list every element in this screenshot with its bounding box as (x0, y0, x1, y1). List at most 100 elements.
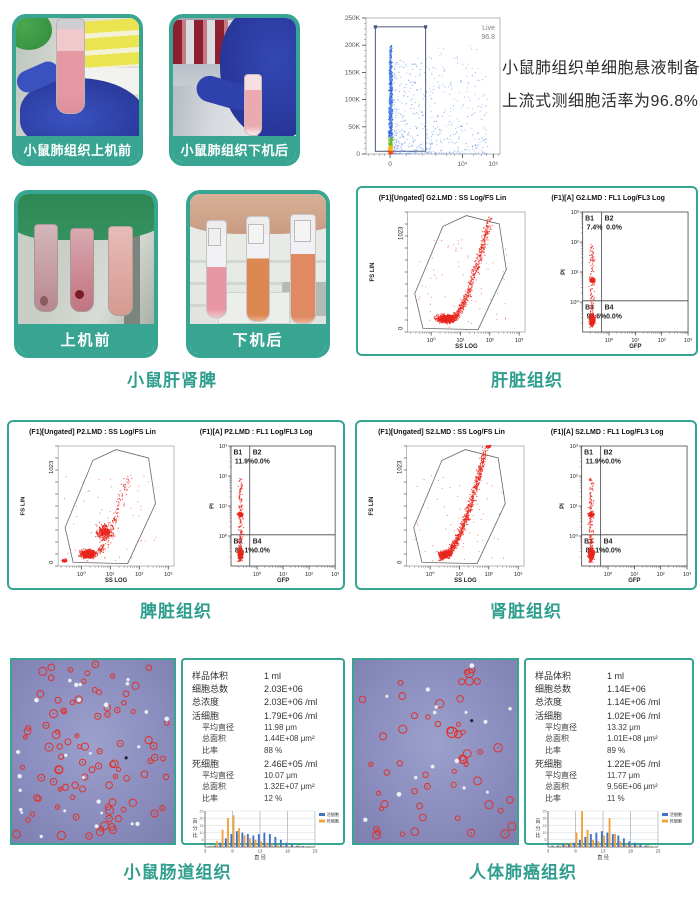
sample-tube (108, 226, 133, 316)
stat-value: 12 % (264, 793, 283, 803)
flow-scatter-svg-liver: FS LIN 1023 0 10⁰ 10¹ 10² 10³ SS LOG PI 10⁰ 10⁰ 10¹… (370, 210, 692, 350)
svg-text:PI: PI (561, 269, 567, 275)
svg-text:FS LIN: FS LIN (370, 263, 376, 282)
svg-text:10³: 10³ (515, 338, 523, 344)
flow-panel-liver: (F1)[Ungated] G2.LMD : SS Log/FS Lin (F1… (356, 186, 698, 356)
svg-text:0.0%: 0.0% (606, 313, 623, 320)
tube-label (248, 224, 264, 244)
svg-text:1023: 1023 (49, 460, 55, 474)
svg-text:B2: B2 (605, 215, 614, 222)
svg-text:10²: 10² (571, 240, 579, 246)
stat-value: 1.32E+07 μm² (264, 782, 315, 792)
stat-row: 活细胞 1.02E+06 /ml (535, 709, 688, 722)
stat-label: 平均直径 (202, 722, 234, 732)
svg-text:FS LIN: FS LIN (21, 497, 27, 516)
stat-value: 1.14E+06 /ml (607, 697, 661, 708)
svg-text:100K: 100K (345, 97, 361, 104)
count-report-lung-cancer: 样品体积 1 ml 细胞总数 1.14E+06 总浓度 1.14E+06 /ml 活细胞 1.… (524, 658, 694, 860)
stat-label: 死细胞 (192, 758, 220, 769)
svg-text:B3: B3 (585, 304, 594, 311)
stat-row: 总面积 1.44E+08 μm² (192, 733, 339, 745)
svg-text:10⁰: 10⁰ (427, 337, 436, 344)
stat-row: 细胞总数 2.03E+06 (192, 682, 339, 695)
svg-text:10²: 10² (486, 338, 494, 344)
photo-label-lung-before: 小鼠肺组织上机前 (16, 136, 139, 162)
svg-text:10¹: 10¹ (456, 338, 464, 344)
sample-tube (34, 224, 58, 312)
svg-text:SS LOG: SS LOG (105, 578, 128, 584)
svg-text:150K: 150K (345, 69, 361, 76)
svg-text:10³: 10³ (571, 210, 579, 216)
sample-tube (70, 228, 94, 312)
stat-label: 样品体积 (535, 671, 572, 681)
photo-lung-before (16, 18, 139, 136)
sample-tube (244, 74, 262, 136)
flow-left-title: (F1)[Ungated] G2.LMD : SS Log/FS Lin (378, 195, 507, 202)
stat-row: 样品体积 1 ml (535, 669, 688, 682)
svg-text:0.0%: 0.0% (606, 224, 623, 231)
photo-card-lung-after: 小鼠肺组织下机后 (169, 14, 300, 166)
caption-liver: 肝脏组织 (491, 371, 563, 390)
stat-row: 死细胞 1.22E+05 /ml (535, 757, 688, 770)
stat-row: 总浓度 1.14E+06 /ml (535, 695, 688, 708)
stat-label: 比率 (202, 745, 218, 755)
stat-row: 平均直径 11.98 μm (192, 722, 339, 734)
stat-value: 1.02E+06 /ml (607, 710, 661, 721)
stat-label: 总面积 (545, 782, 569, 792)
stat-value: 1.14E+06 (607, 684, 646, 695)
svg-text:0: 0 (388, 161, 392, 168)
flow-right-title: (F1)[A] S2.LMD : FL1 Log/FL3 Log (550, 429, 664, 436)
sample-tube (56, 18, 85, 114)
stat-value: 1.44E+08 μm² (264, 734, 315, 744)
micrograph-intestine (10, 658, 176, 845)
stat-row: 比率 11 % (535, 793, 688, 805)
svg-text:10⁵: 10⁵ (488, 161, 498, 168)
stat-row: 平均直径 13.32 μm (535, 722, 688, 734)
stat-label: 活细胞 (535, 710, 563, 721)
stat-label: 样品体积 (192, 671, 229, 681)
tube-label (208, 228, 221, 246)
live-gate-scatter-plot: 0 50K 100K 150K 200K 250K 0 10⁴ 10⁵ Live 96.8 (345, 15, 501, 168)
stat-row: 总面积 1.01E+08 μm² (535, 733, 688, 745)
stat-label: 总面积 (545, 734, 569, 744)
flow-right-title: (F1)[A] P2.LMD : FL1 Log/FL3 Log (199, 429, 313, 436)
svg-text:10²: 10² (135, 572, 143, 578)
micrograph-lung-cancer (352, 658, 519, 845)
photo-card-organs-after: 下机后 (186, 190, 330, 358)
svg-text:B4: B4 (605, 304, 614, 311)
stat-row: 比率 12 % (192, 793, 339, 805)
photo-label-organs-before: 上机前 (18, 324, 154, 354)
stat-value: 11 % (607, 793, 625, 803)
stat-label: 比率 (202, 793, 218, 803)
count-stats-list: 样品体积 1 ml 细胞总数 2.03E+06 总浓度 2.03E+06 /ml 活细胞 1.… (192, 669, 339, 805)
stat-value: 1 ml (264, 671, 282, 681)
stat-label: 比率 (545, 745, 561, 755)
stat-row: 细胞总数 1.14E+06 (535, 682, 688, 695)
stat-label: 总面积 (202, 782, 226, 792)
stat-label: 平均直径 (202, 770, 234, 780)
svg-text:96.8: 96.8 (481, 34, 495, 41)
photo-lung-after (173, 18, 296, 136)
tissue-sediment (40, 296, 48, 306)
svg-text:10³: 10³ (164, 572, 172, 578)
flow-right-title: (F1)[A] G2.LMD : FL1 Log/FL3 Log (551, 195, 665, 202)
svg-text:10²: 10² (658, 338, 666, 344)
caption-mouse-organs: 小鼠肝肾脾 (127, 371, 217, 390)
svg-text:10¹: 10¹ (106, 572, 114, 578)
photo-card-organs-before: 上机前 (14, 190, 158, 358)
svg-text:0: 0 (356, 151, 360, 158)
stat-value: 1 ml (607, 671, 625, 681)
stat-value: 11.77 μm (607, 770, 640, 780)
svg-text:10¹: 10¹ (631, 338, 639, 344)
stat-row: 总面积 1.32E+07 μm² (192, 781, 339, 793)
svg-text:7.4%: 7.4% (587, 224, 604, 231)
stat-value: 13.32 μm (607, 722, 641, 732)
micrograph-svg (354, 660, 517, 843)
caption-kidney: 肾脏组织 (490, 602, 562, 621)
stat-value: 2.03E+06 (264, 684, 303, 695)
caption-spleen: 脾脏组织 (140, 602, 212, 621)
svg-text:10⁰: 10⁰ (605, 337, 614, 344)
stat-row: 平均直径 10.07 μm (192, 770, 339, 782)
stat-label: 总浓度 (192, 697, 220, 708)
